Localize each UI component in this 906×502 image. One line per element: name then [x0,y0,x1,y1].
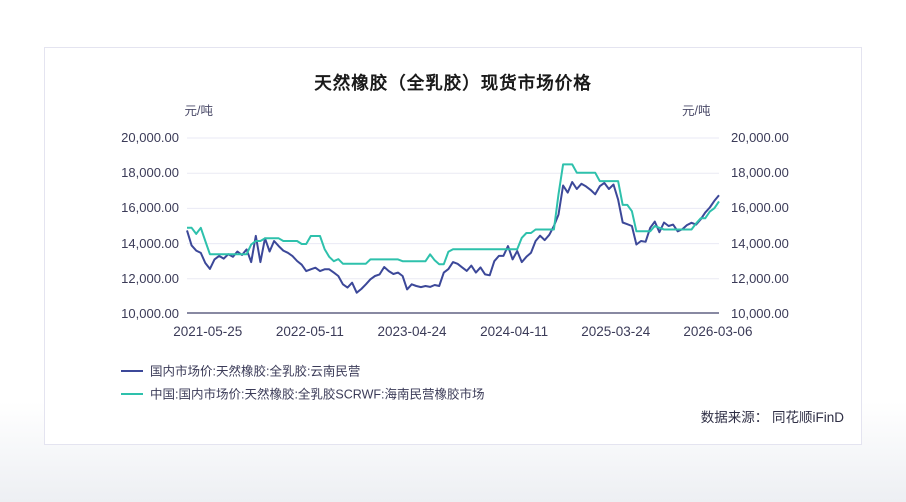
y-tick: 20,000.00 [121,130,179,145]
y-tick: 10,000.00 [731,306,789,321]
x-tick: 2025-03-24 [581,324,651,339]
y-tick: 10,000.00 [121,306,179,321]
legend-label-yunnan: 国内市场价:天然橡胶:全乳胶:云南民营 [150,364,361,379]
x-tick: 2026-03-06 [683,324,753,339]
x-axis-labels: 2021-05-25 2022-05-11 2023-04-24 2024-04… [173,324,752,342]
x-tick: 2023-04-24 [377,324,447,339]
legend: 国内市场价:天然橡胶:全乳胶:云南民营 中国:国内市场价:天然橡胶:全乳胶SCR… [121,360,485,406]
x-tick: 2024-04-11 [480,324,549,339]
price-chart-plot [186,137,720,314]
y-tick: 12,000.00 [731,270,789,286]
y-tick: 20,000.00 [731,130,789,145]
y-tick: 18,000.00 [121,165,179,181]
y-tick: 16,000.00 [731,200,789,216]
x-tick: 2022-05-11 [275,324,344,339]
plot-area [186,137,720,314]
unit-label-left: 元/吨 [184,104,213,118]
unit-label-right: 元/吨 [682,104,711,118]
legend-item-hainan[interactable]: 中国:国内市场价:天然橡胶:全乳胶SCRWF:海南民营橡胶市场 [121,383,485,406]
y-tick: 14,000.00 [731,235,789,251]
y-tick: 18,000.00 [731,165,789,181]
y-tick: 12,000.00 [121,270,179,286]
series-line-hainan [187,163,720,266]
legend-line-swatch-hainan [121,392,143,396]
legend-label-hainan: 中国:国内市场价:天然橡胶:全乳胶SCRWF:海南民营橡胶市场 [150,387,485,402]
chart-title: 天然橡胶（全乳胶）现货市场价格 [314,73,592,93]
series-line-yunnan [186,181,720,294]
chart-card: 天然橡胶（全乳胶）现货市场价格 元/吨 元/吨 20,000.00 18,000… [44,47,862,445]
gridlines [187,137,719,314]
y-tick: 16,000.00 [121,200,179,216]
y-tick: 14,000.00 [121,235,179,251]
legend-line-swatch-yunnan [121,369,143,373]
data-source-label: 数据来源： 同花顺iFinD [700,410,844,425]
x-tick: 2021-05-25 [173,324,243,339]
legend-item-yunnan[interactable]: 国内市场价:天然橡胶:全乳胶:云南民营 [121,360,485,383]
